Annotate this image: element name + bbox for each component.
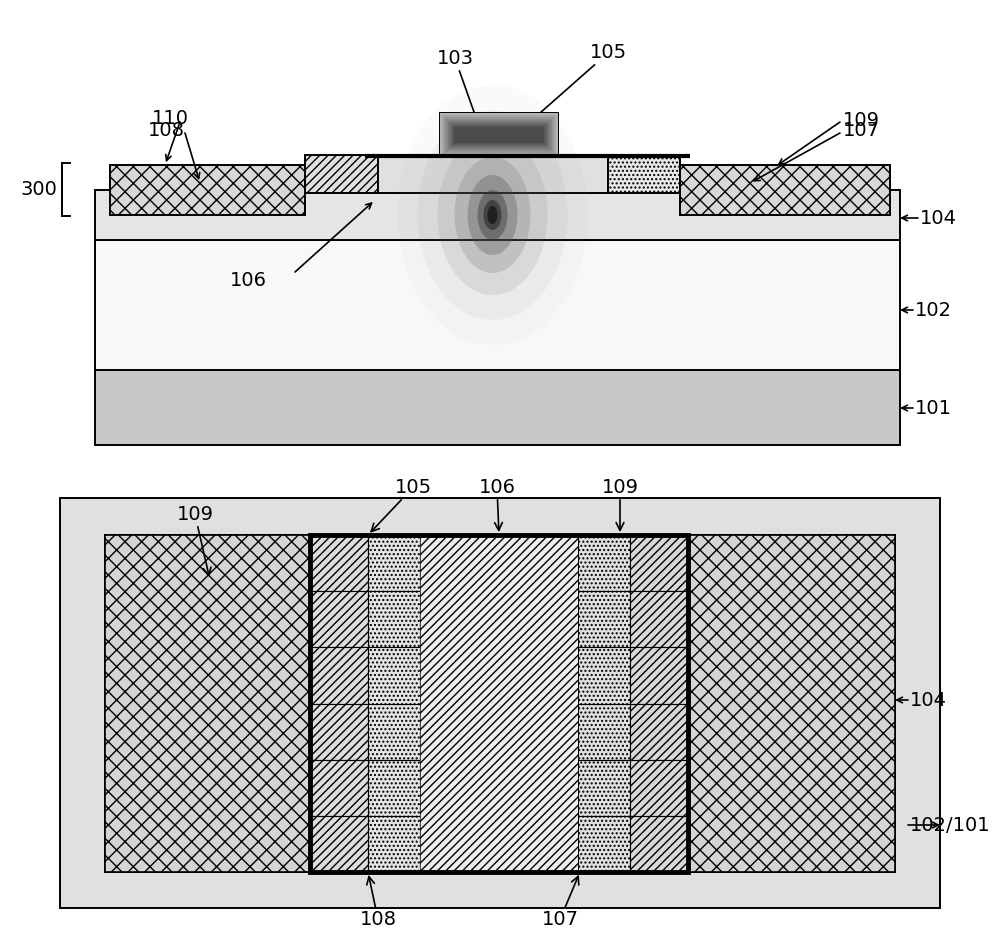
Bar bbox=[630, 591, 688, 647]
Ellipse shape bbox=[468, 175, 518, 255]
Bar bbox=[105, 535, 895, 872]
Bar bbox=[630, 647, 688, 704]
Bar bbox=[368, 815, 420, 872]
Text: 300: 300 bbox=[20, 180, 57, 199]
Bar bbox=[420, 535, 578, 872]
Ellipse shape bbox=[478, 190, 508, 240]
Text: 106: 106 bbox=[230, 271, 267, 289]
Bar bbox=[450, 123, 548, 147]
Bar bbox=[578, 647, 630, 704]
Bar bbox=[446, 119, 552, 151]
Bar bbox=[440, 113, 558, 157]
Bar bbox=[310, 647, 368, 704]
Bar bbox=[310, 535, 688, 872]
Bar bbox=[578, 760, 630, 815]
Bar bbox=[105, 535, 310, 872]
Text: 108: 108 bbox=[360, 877, 396, 929]
Bar bbox=[368, 760, 420, 815]
Text: 110: 110 bbox=[152, 109, 189, 128]
Text: 105: 105 bbox=[371, 478, 432, 532]
Bar bbox=[310, 760, 368, 815]
Text: 108: 108 bbox=[148, 120, 185, 139]
Text: 104: 104 bbox=[910, 691, 947, 710]
Bar bbox=[578, 591, 630, 647]
Ellipse shape bbox=[418, 110, 568, 320]
Bar bbox=[95, 190, 900, 240]
Bar bbox=[420, 535, 578, 872]
Bar bbox=[578, 535, 630, 591]
Bar bbox=[95, 240, 900, 370]
Bar bbox=[440, 113, 558, 157]
Text: 102/101: 102/101 bbox=[910, 815, 991, 834]
Bar bbox=[444, 117, 554, 153]
Ellipse shape bbox=[438, 135, 548, 295]
Bar bbox=[578, 815, 630, 872]
Bar bbox=[110, 165, 305, 215]
Text: 109: 109 bbox=[176, 505, 214, 575]
Bar bbox=[310, 815, 368, 872]
Bar bbox=[442, 115, 556, 155]
Bar bbox=[420, 535, 578, 872]
Bar bbox=[60, 498, 940, 908]
Text: 109: 109 bbox=[602, 478, 639, 531]
Bar bbox=[630, 815, 688, 872]
Ellipse shape bbox=[484, 200, 502, 230]
Text: 105: 105 bbox=[540, 43, 627, 113]
Text: 107: 107 bbox=[843, 120, 880, 139]
Bar bbox=[310, 704, 368, 760]
Bar bbox=[630, 535, 688, 591]
Bar bbox=[630, 704, 688, 760]
Bar bbox=[310, 591, 368, 647]
Bar bbox=[680, 165, 890, 215]
Bar bbox=[368, 647, 420, 704]
Text: 101: 101 bbox=[915, 398, 952, 417]
Text: 104: 104 bbox=[920, 208, 957, 227]
Bar bbox=[688, 535, 895, 872]
Bar bbox=[368, 535, 420, 591]
Text: 109: 109 bbox=[843, 111, 880, 130]
Text: 106: 106 bbox=[479, 478, 516, 531]
Bar bbox=[368, 591, 420, 647]
Bar bbox=[95, 370, 900, 445]
Ellipse shape bbox=[454, 157, 530, 273]
Bar bbox=[630, 760, 688, 815]
Bar bbox=[454, 127, 544, 143]
Text: 102: 102 bbox=[915, 301, 952, 320]
Bar bbox=[448, 121, 550, 149]
Bar bbox=[375, 155, 610, 193]
Text: 107: 107 bbox=[542, 876, 579, 929]
Bar bbox=[310, 535, 368, 591]
Bar bbox=[578, 704, 630, 760]
Bar bbox=[452, 125, 546, 145]
Bar bbox=[368, 704, 420, 760]
Bar bbox=[305, 155, 378, 193]
Ellipse shape bbox=[488, 206, 498, 224]
Text: 103: 103 bbox=[436, 49, 490, 152]
Bar bbox=[608, 155, 680, 193]
